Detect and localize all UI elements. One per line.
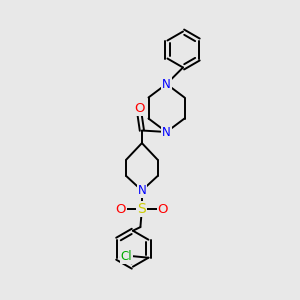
Text: N: N: [162, 77, 171, 91]
Text: O: O: [134, 102, 145, 115]
Text: O: O: [158, 202, 168, 216]
Text: N: N: [162, 125, 171, 139]
Text: N: N: [137, 184, 146, 197]
Text: S: S: [137, 202, 146, 216]
Text: Cl: Cl: [121, 250, 132, 263]
Text: O: O: [116, 202, 126, 216]
